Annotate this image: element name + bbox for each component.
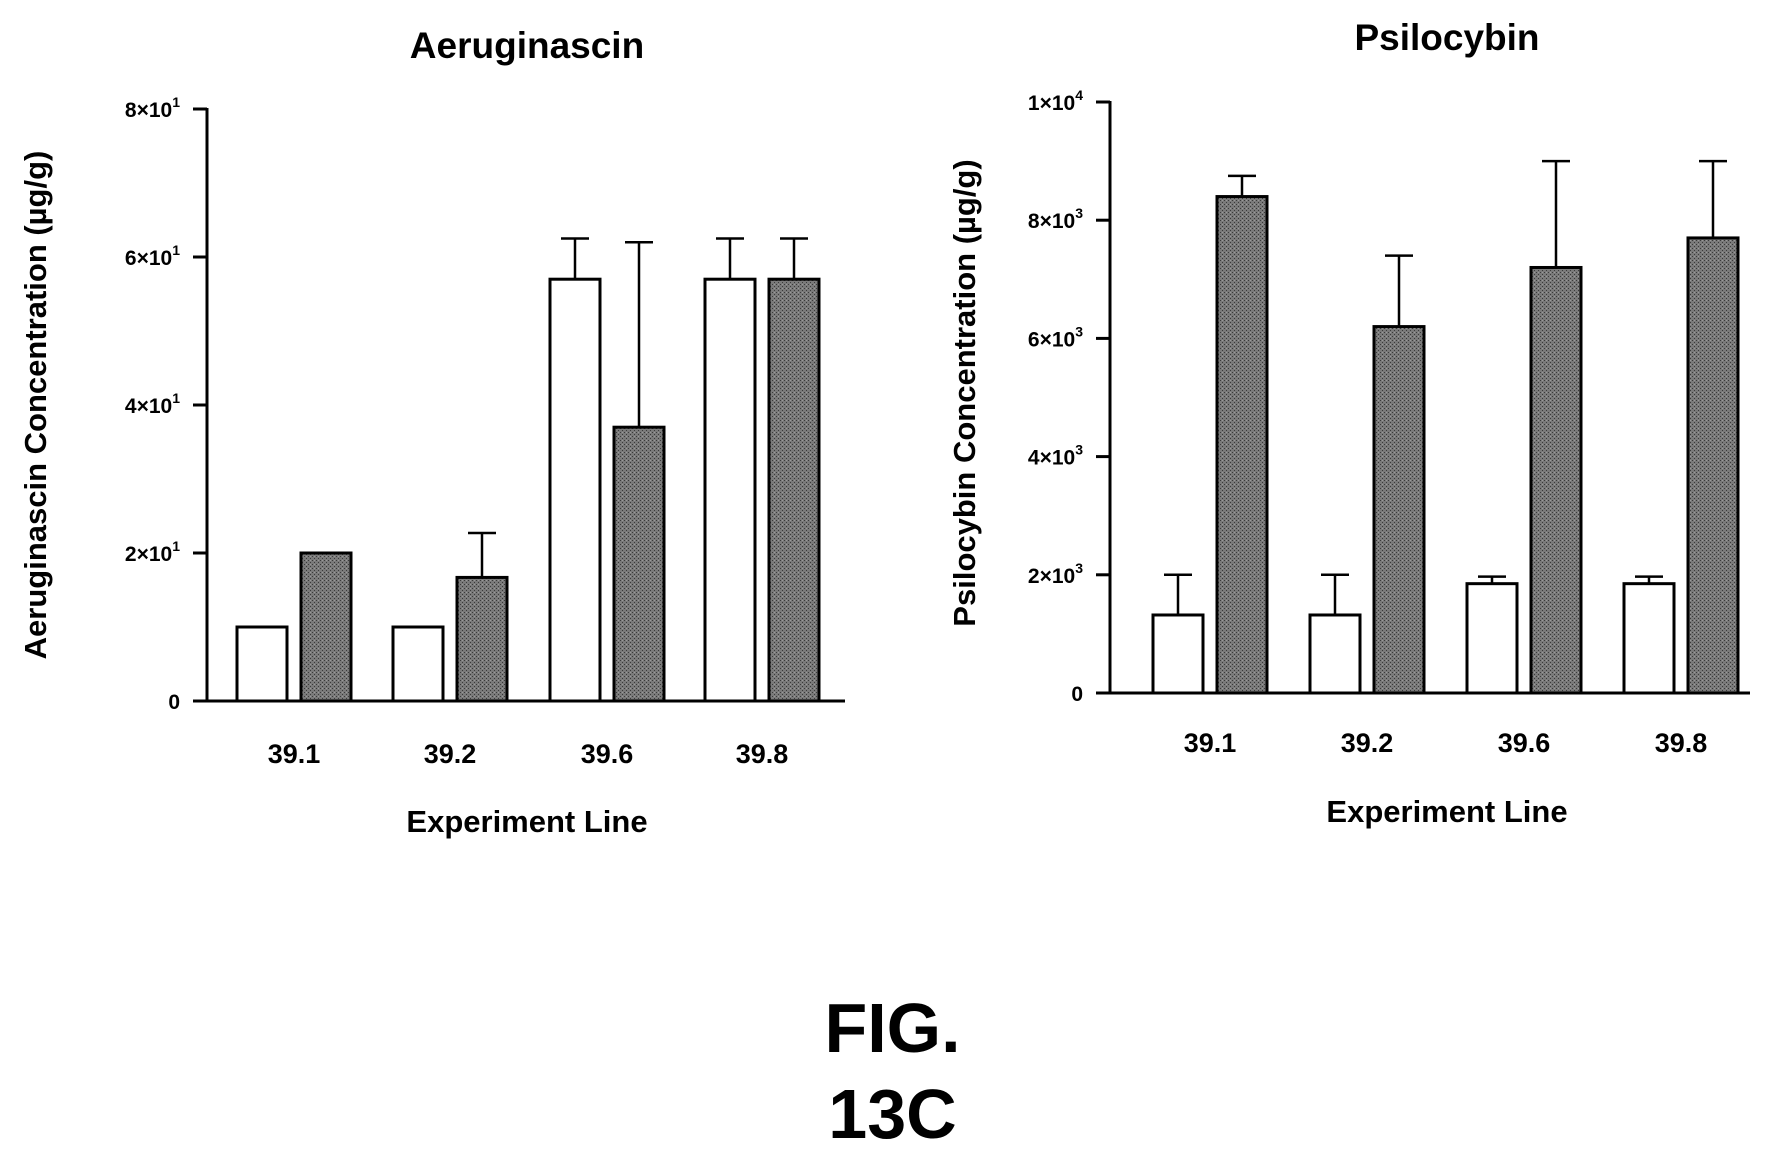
psilocybin-chart: Psilocybin Psilocybin Concentration (µg/…	[947, 17, 1750, 829]
y-tick-label: 8×101	[125, 94, 180, 122]
y-tick-label: 0	[168, 691, 180, 714]
y-tick-mantissa: 0	[168, 691, 180, 714]
y-tick-mantissa: 0	[1071, 683, 1083, 706]
x-tick-label: 39.2	[424, 739, 477, 769]
bar-open	[703, 277, 757, 703]
x-tick-label: 39.8	[736, 739, 789, 769]
y-axis-label: Psilocybin Concentration (µg/g)	[947, 159, 982, 626]
bar-filled	[1372, 325, 1426, 695]
x-tick-label: 39.1	[268, 739, 321, 769]
y-tick-exponent: 3	[1075, 560, 1083, 576]
y-tick-mantissa: 6×10	[1028, 328, 1075, 351]
bar-filled	[1215, 195, 1269, 695]
y-tick-label: 4×103	[1028, 442, 1083, 470]
figure-label-line-2: 13C	[828, 1075, 957, 1153]
bar-filled	[299, 551, 353, 703]
y-tick-mantissa: 8×10	[125, 99, 172, 122]
y-tick-label: 0	[1071, 683, 1083, 706]
y-tick-mantissa: 4×10	[125, 395, 172, 418]
y-tick-exponent: 1	[172, 390, 180, 406]
bar-open	[1151, 613, 1205, 695]
bar-open	[1308, 613, 1362, 695]
y-tick-mantissa: 6×10	[125, 247, 172, 270]
y-tick-label: 2×101	[125, 538, 180, 566]
y-tick-label: 6×101	[125, 242, 180, 270]
bar-open	[1622, 582, 1676, 695]
y-tick-label: 4×101	[125, 390, 180, 418]
x-tick-label: 39.2	[1341, 728, 1394, 758]
x-tick-label: 39.8	[1655, 728, 1708, 758]
y-tick-exponent: 3	[1075, 442, 1083, 458]
y-tick-label: 2×103	[1028, 560, 1083, 588]
aeruginascin-chart: Aeruginascin Aeruginascin Concentration …	[18, 25, 845, 839]
bar-open	[391, 625, 445, 703]
y-tick-label: 6×103	[1028, 323, 1083, 351]
bar-filled	[455, 575, 509, 703]
figure-label-line-1: FIG.	[824, 989, 961, 1067]
y-tick-exponent: 1	[172, 242, 180, 258]
x-tick-label: 39.1	[1184, 728, 1237, 758]
y-tick-exponent: 1	[172, 538, 180, 554]
y-tick-mantissa: 2×10	[1028, 565, 1075, 588]
bar-open	[548, 277, 602, 703]
chart-title: Aeruginascin	[410, 25, 644, 66]
y-tick-exponent: 1	[172, 94, 180, 110]
x-axis-label: Experiment Line	[406, 804, 647, 839]
bar-filled	[1529, 265, 1583, 695]
chart-title: Psilocybin	[1354, 17, 1539, 58]
y-axis-label: Aeruginascin Concentration (µg/g)	[18, 151, 53, 660]
x-axis-label: Experiment Line	[1326, 794, 1567, 829]
bar-open	[235, 625, 289, 703]
x-tick-label: 39.6	[1498, 728, 1551, 758]
bar-filled	[1686, 236, 1740, 695]
figure-label: FIG. 13C	[0, 985, 1785, 1157]
y-tick-label: 8×103	[1028, 205, 1083, 233]
y-tick-exponent: 3	[1075, 323, 1083, 339]
y-tick-exponent: 3	[1075, 205, 1083, 221]
bar-filled	[612, 425, 666, 703]
bar-open	[1465, 582, 1519, 695]
y-tick-exponent: 4	[1075, 87, 1083, 103]
y-tick-mantissa: 4×10	[1028, 447, 1075, 470]
x-tick-label: 39.6	[581, 739, 634, 769]
y-tick-mantissa: 8×10	[1028, 210, 1075, 233]
bar-filled	[767, 277, 821, 703]
y-tick-mantissa: 2×10	[125, 543, 172, 566]
y-tick-mantissa: 1×10	[1028, 92, 1075, 115]
y-tick-label: 1×104	[1028, 87, 1083, 115]
